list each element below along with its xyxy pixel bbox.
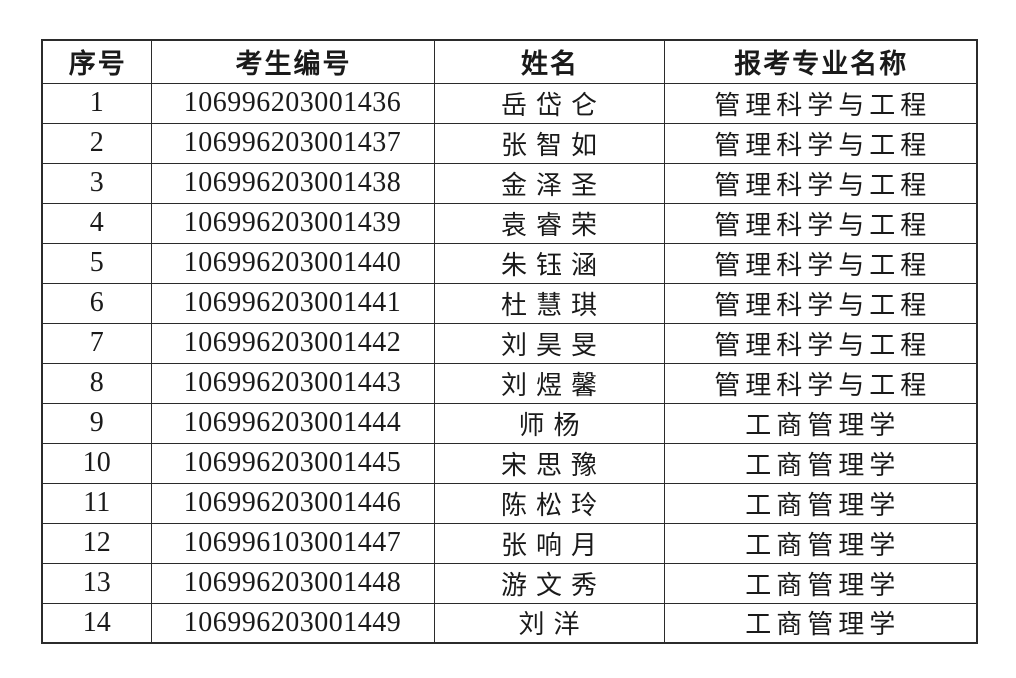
cell-name: 刘洋 bbox=[433, 602, 665, 644]
cell-no: 10 bbox=[41, 442, 152, 484]
cell-candidate-id: 106996203001444 bbox=[150, 402, 435, 444]
cell-major: 管理科学与工程 bbox=[663, 82, 978, 124]
cell-candidate-id: 106996203001446 bbox=[150, 482, 435, 524]
cell-no: 8 bbox=[41, 362, 152, 404]
cell-candidate-id: 106996203001443 bbox=[150, 362, 435, 404]
cell-major: 工商管理学 bbox=[663, 602, 978, 644]
cell-name: 岳岱仑 bbox=[433, 82, 665, 124]
table-row: 4 106996203001439 袁睿荣 管理科学与工程 bbox=[41, 202, 978, 244]
cell-major: 管理科学与工程 bbox=[663, 162, 978, 204]
table-row: 12 106996103001447 张响月 工商管理学 bbox=[41, 522, 978, 564]
table-row: 9 106996203001444 师杨 工商管理学 bbox=[41, 402, 978, 444]
cell-name: 师杨 bbox=[433, 402, 665, 444]
header-major: 报考专业名称 bbox=[663, 39, 978, 84]
cell-major: 管理科学与工程 bbox=[663, 122, 978, 164]
table-row: 14 106996203001449 刘洋 工商管理学 bbox=[41, 602, 978, 644]
cell-candidate-id: 106996203001441 bbox=[150, 282, 435, 324]
header-row: 序号 考生编号 姓名 报考专业名称 bbox=[41, 39, 978, 84]
cell-no: 1 bbox=[41, 82, 152, 124]
cell-major: 工商管理学 bbox=[663, 442, 978, 484]
cell-no: 13 bbox=[41, 562, 152, 604]
table-body: 1 106996203001436 岳岱仑 管理科学与工程 2 1069962030014… bbox=[41, 82, 978, 644]
cell-name: 张响月 bbox=[433, 522, 665, 564]
cell-name: 游文秀 bbox=[433, 562, 665, 604]
cell-major: 工商管理学 bbox=[663, 402, 978, 444]
table-row: 3 106996203001438 金泽圣 管理科学与工程 bbox=[41, 162, 978, 204]
table-row: 6 106996203001441 杜慧琪 管理科学与工程 bbox=[41, 282, 978, 324]
header-serial-number: 序号 bbox=[41, 39, 152, 84]
cell-no: 2 bbox=[41, 122, 152, 164]
table-row: 13 106996203001448 游文秀 工商管理学 bbox=[41, 562, 978, 604]
cell-major: 工商管理学 bbox=[663, 562, 978, 604]
cell-candidate-id: 106996203001440 bbox=[150, 242, 435, 284]
table-row: 8 106996203001443 刘煜馨 管理科学与工程 bbox=[41, 362, 978, 404]
cell-candidate-id: 106996203001439 bbox=[150, 202, 435, 244]
cell-candidate-id: 106996203001436 bbox=[150, 82, 435, 124]
cell-no: 7 bbox=[41, 322, 152, 364]
cell-candidate-id: 106996203001449 bbox=[150, 602, 435, 644]
table-row: 11 106996203001446 陈松玲 工商管理学 bbox=[41, 482, 978, 524]
table-header: 序号 考生编号 姓名 报考专业名称 bbox=[41, 39, 978, 84]
cell-candidate-id: 106996203001442 bbox=[150, 322, 435, 364]
cell-name: 朱钰涵 bbox=[433, 242, 665, 284]
table-row: 1 106996203001436 岳岱仑 管理科学与工程 bbox=[41, 82, 978, 124]
cell-no: 6 bbox=[41, 282, 152, 324]
cell-name: 宋思豫 bbox=[433, 442, 665, 484]
table-row: 10 106996203001445 宋思豫 工商管理学 bbox=[41, 442, 978, 484]
table-row: 5 106996203001440 朱钰涵 管理科学与工程 bbox=[41, 242, 978, 284]
table-row: 7 106996203001442 刘昊旻 管理科学与工程 bbox=[41, 322, 978, 364]
cell-major: 管理科学与工程 bbox=[663, 282, 978, 324]
cell-no: 5 bbox=[41, 242, 152, 284]
table-row: 2 106996203001437 张智如 管理科学与工程 bbox=[41, 122, 978, 164]
cell-candidate-id: 106996203001445 bbox=[150, 442, 435, 484]
cell-major: 管理科学与工程 bbox=[663, 362, 978, 404]
cell-name: 陈松玲 bbox=[433, 482, 665, 524]
cell-no: 11 bbox=[41, 482, 152, 524]
cell-no: 3 bbox=[41, 162, 152, 204]
cell-major: 管理科学与工程 bbox=[663, 202, 978, 244]
header-candidate-id: 考生编号 bbox=[150, 39, 435, 84]
cell-candidate-id: 106996103001447 bbox=[150, 522, 435, 564]
cell-no: 4 bbox=[41, 202, 152, 244]
cell-name: 刘煜馨 bbox=[433, 362, 665, 404]
cell-name: 杜慧琪 bbox=[433, 282, 665, 324]
cell-major: 工商管理学 bbox=[663, 482, 978, 524]
cell-major: 工商管理学 bbox=[663, 522, 978, 564]
cell-no: 12 bbox=[41, 522, 152, 564]
cell-name: 金泽圣 bbox=[433, 162, 665, 204]
cell-name: 刘昊旻 bbox=[433, 322, 665, 364]
header-name: 姓名 bbox=[433, 39, 665, 84]
cell-no: 14 bbox=[41, 602, 152, 644]
cell-major: 管理科学与工程 bbox=[663, 322, 978, 364]
cell-candidate-id: 106996203001438 bbox=[150, 162, 435, 204]
cell-name: 张智如 bbox=[433, 122, 665, 164]
cell-candidate-id: 106996203001437 bbox=[150, 122, 435, 164]
cell-major: 管理科学与工程 bbox=[663, 242, 978, 284]
admission-candidate-table: 序号 考生编号 姓名 报考专业名称 1 106996203001436 岳岱仑 管理科… bbox=[41, 39, 978, 644]
cell-no: 9 bbox=[41, 402, 152, 444]
cell-candidate-id: 106996203001448 bbox=[150, 562, 435, 604]
cell-name: 袁睿荣 bbox=[433, 202, 665, 244]
